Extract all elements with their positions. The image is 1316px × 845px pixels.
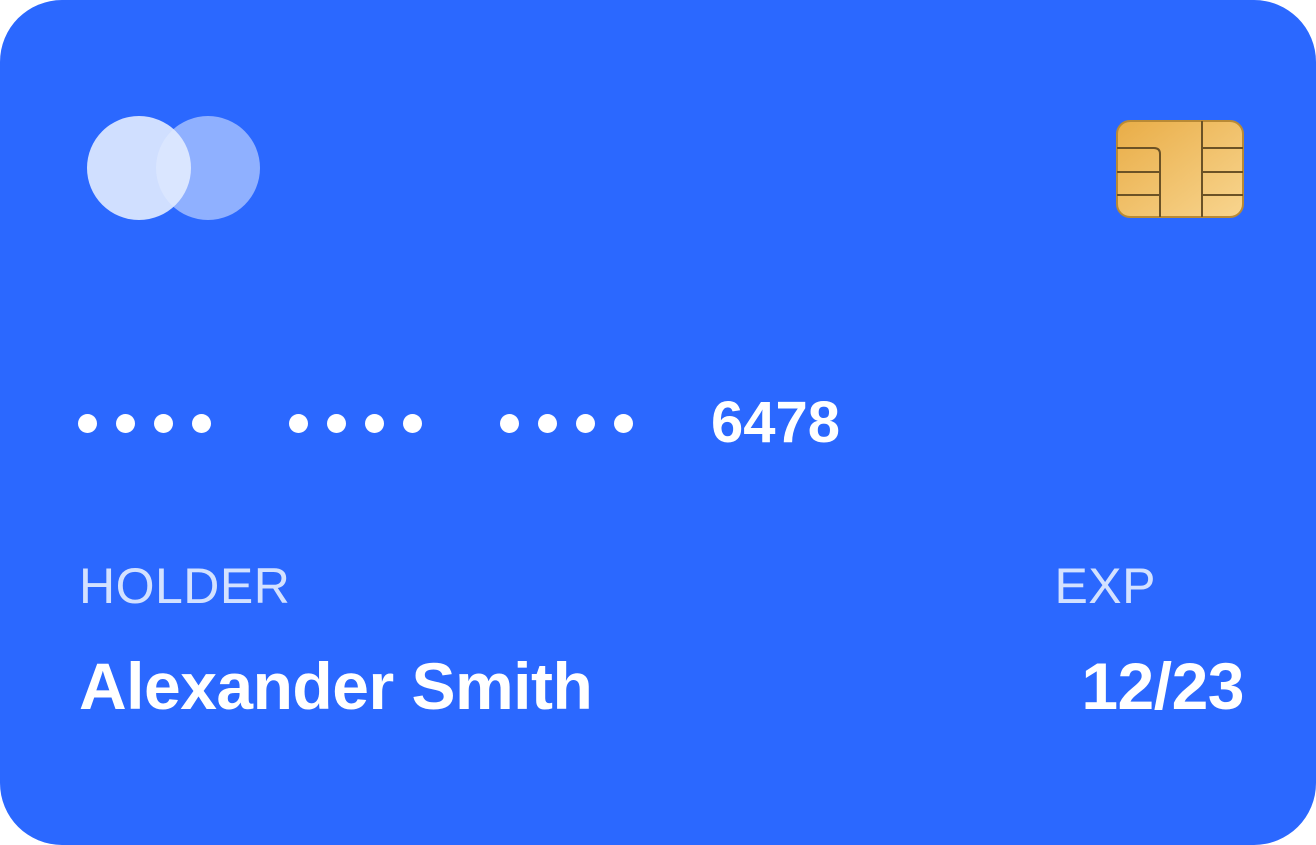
holder-label: HOLDER [79, 558, 291, 614]
mask-dot [78, 413, 97, 433]
expiry-label: EXP [1054, 558, 1156, 614]
mask-dot [116, 413, 135, 433]
holder-name: Alexander Smith [79, 649, 593, 723]
masked-group-3 [500, 413, 633, 433]
chip-icon [1116, 120, 1244, 218]
mask-dot [538, 413, 557, 433]
masked-group-2 [289, 413, 422, 433]
card-brand-logo-icon [87, 116, 261, 220]
expiry-value: 12/23 [1081, 649, 1244, 723]
mask-dot [327, 413, 346, 433]
mask-dot [192, 413, 211, 433]
mask-dot [576, 413, 595, 433]
mask-dot [403, 413, 422, 433]
mask-dot [154, 413, 173, 433]
card-number: 6478 [78, 388, 840, 458]
mask-dot [614, 413, 633, 433]
mask-dot [365, 413, 384, 433]
card-last-digits: 6478 [711, 390, 841, 455]
brand-circle-right [156, 116, 260, 220]
mask-dot [500, 413, 519, 433]
mask-dot [289, 413, 308, 433]
masked-group-1 [78, 413, 211, 433]
